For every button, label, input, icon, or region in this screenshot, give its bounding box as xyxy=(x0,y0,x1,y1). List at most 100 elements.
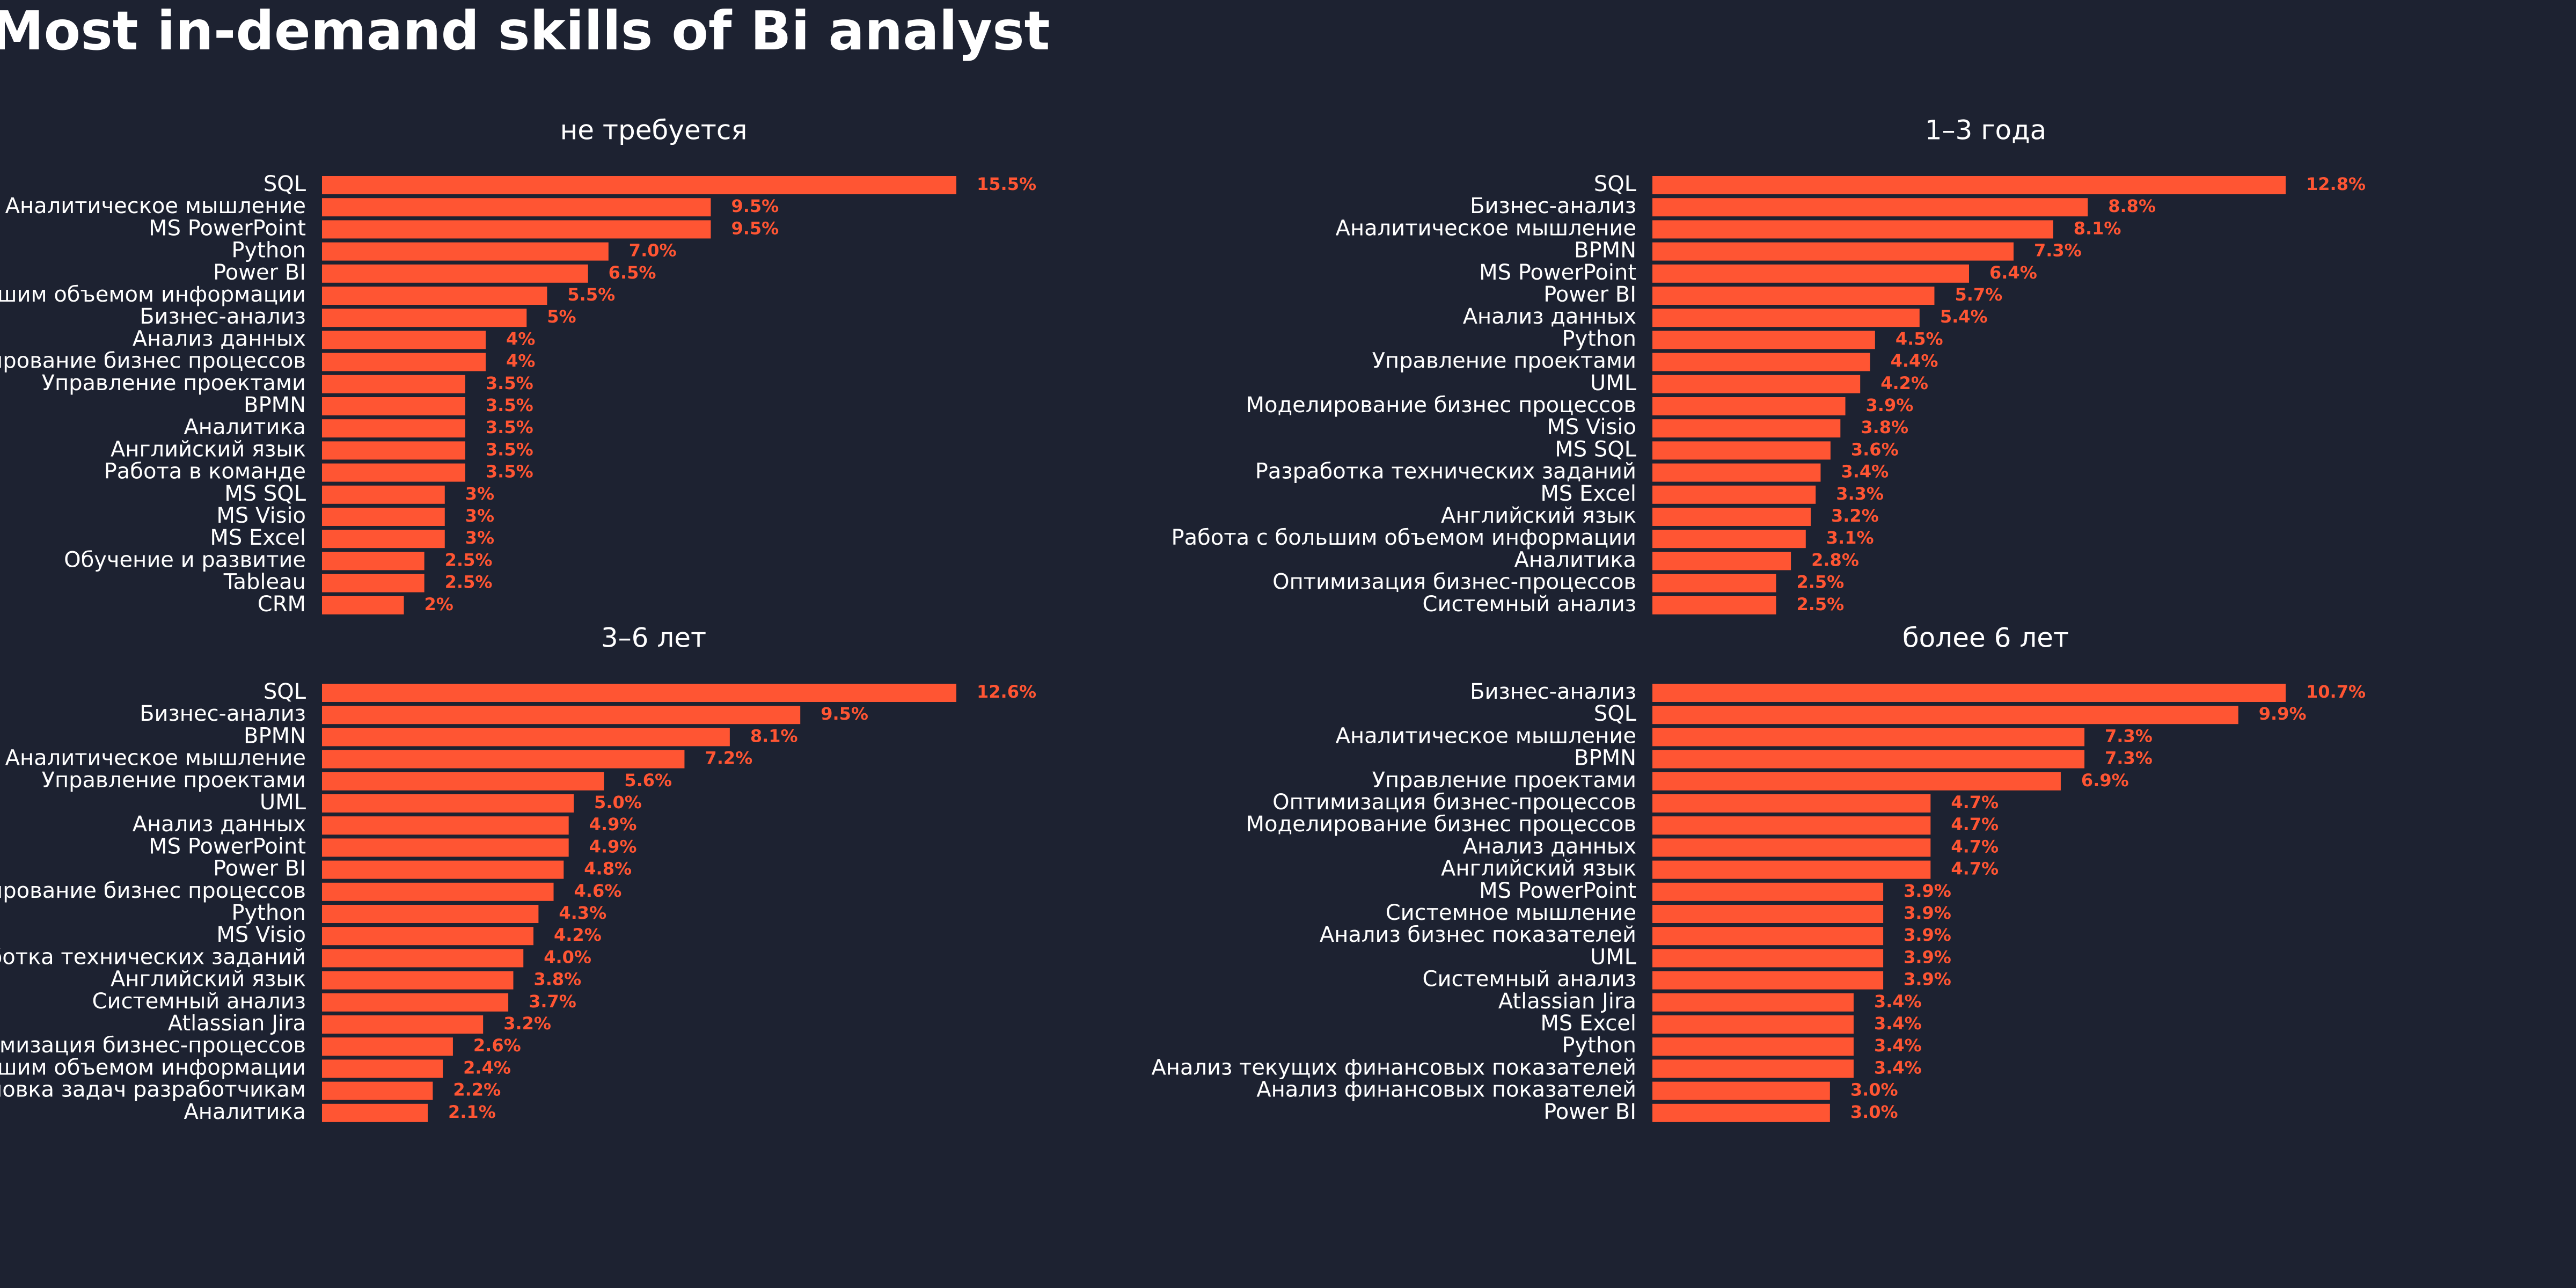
value-label: 4.8% xyxy=(584,859,632,879)
value-label: 4.3% xyxy=(559,903,606,923)
category-label: Управление проектами xyxy=(1372,349,1636,374)
category-label: MS SQL xyxy=(224,481,306,506)
value-label: 3.9% xyxy=(1866,395,1914,415)
chart-panel-3: 3–6 лет SQL 12.6% Бизнес-анализ 9.5% BPMN 8.1%… xyxy=(0,623,1036,1124)
value-label: 4.7% xyxy=(1951,792,1999,813)
value-label: 10.7% xyxy=(2306,682,2366,702)
bar xyxy=(1652,905,1884,923)
bar xyxy=(1652,552,1791,570)
bar xyxy=(1652,949,1884,968)
bar xyxy=(1652,882,1884,901)
bar xyxy=(1652,684,2286,702)
bar xyxy=(1652,927,1884,946)
category-label: Python xyxy=(231,238,306,263)
bar xyxy=(322,331,486,349)
bar xyxy=(322,397,465,415)
category-label: Анализ данных xyxy=(133,326,306,351)
bar xyxy=(1652,794,1931,813)
bar xyxy=(322,242,609,261)
value-label: 3.0% xyxy=(1850,1080,1898,1100)
bar xyxy=(322,485,445,504)
value-label: 3.4% xyxy=(1874,991,1922,1012)
value-label: 5.4% xyxy=(1940,306,1988,327)
category-label: MS Visio xyxy=(1547,415,1636,440)
bar xyxy=(322,905,539,923)
value-label: 3.9% xyxy=(1904,969,1951,990)
value-label: 12.8% xyxy=(2306,174,2366,194)
bar xyxy=(1652,375,1861,393)
category-label: MS Excel xyxy=(1540,1011,1636,1036)
bar xyxy=(1652,353,1870,371)
bar xyxy=(1652,728,2085,747)
value-label: 7.0% xyxy=(629,240,677,261)
bar xyxy=(1652,441,1831,460)
category-label: UML xyxy=(1590,945,1637,969)
bar xyxy=(322,860,564,879)
value-label: 3.9% xyxy=(1904,903,1951,923)
category-label: Постановка задач разработчикам xyxy=(0,1078,306,1102)
value-label: 8.1% xyxy=(750,726,798,746)
bar xyxy=(322,309,527,327)
bar xyxy=(322,1103,428,1122)
category-label: BPMN xyxy=(244,723,306,748)
value-label: 5.0% xyxy=(594,792,642,813)
value-label: 3.3% xyxy=(1836,484,1884,504)
bar xyxy=(322,971,514,990)
category-label: Аналитика xyxy=(1514,547,1636,572)
value-label: 4.7% xyxy=(1951,814,1999,835)
category-label: Оптимизация бизнес-процессов xyxy=(1272,570,1636,595)
category-label: Работа в команде xyxy=(104,459,306,484)
category-label: CRM xyxy=(258,592,306,617)
value-label: 3% xyxy=(465,528,494,548)
bar xyxy=(322,816,569,835)
value-label: 3.8% xyxy=(533,969,581,990)
category-label: SQL xyxy=(1594,172,1637,196)
value-label: 3.7% xyxy=(529,991,576,1012)
value-label: 5.7% xyxy=(1955,284,2002,305)
value-label: 4.9% xyxy=(589,814,637,835)
bar xyxy=(322,552,425,570)
bar xyxy=(1652,264,1969,283)
value-label: 7.3% xyxy=(2034,240,2082,261)
category-label: Управление проектами xyxy=(42,768,306,793)
value-label: 3.5% xyxy=(486,462,533,482)
bar xyxy=(322,220,711,239)
value-label: 2.4% xyxy=(463,1057,511,1078)
bar xyxy=(322,684,956,702)
category-label: Работа с большим объемом информации xyxy=(0,1055,306,1080)
bar xyxy=(322,375,465,393)
value-label: 3.4% xyxy=(1874,1035,1922,1056)
category-label: MS PowerPoint xyxy=(149,834,306,859)
value-label: 3.9% xyxy=(1904,925,1951,945)
value-label: 3.5% xyxy=(486,395,533,415)
category-label: Моделирование бизнес процессов xyxy=(0,879,306,903)
category-label: Моделирование бизнес процессов xyxy=(0,349,306,374)
category-label: Анализ текущих финансовых показателей xyxy=(1151,1055,1636,1080)
bar xyxy=(322,1059,443,1078)
bar xyxy=(322,772,604,791)
category-label: Бизнес-анализ xyxy=(1470,194,1636,218)
value-label: 4% xyxy=(506,328,535,349)
value-label: 4.9% xyxy=(589,836,637,857)
category-label: Аналитическое мышление xyxy=(5,746,306,771)
category-label: Управление проектами xyxy=(42,371,306,396)
value-label: 3.4% xyxy=(1874,1057,1922,1078)
bar xyxy=(322,728,730,747)
value-label: 3.4% xyxy=(1841,462,1889,482)
value-label: 4.7% xyxy=(1951,836,1999,857)
category-label: Бизнес-анализ xyxy=(1470,679,1636,704)
category-label: Управление проектами xyxy=(1372,768,1636,793)
value-label: 2.5% xyxy=(445,550,493,570)
value-label: 4.5% xyxy=(1896,328,1943,349)
bar xyxy=(322,596,404,614)
value-label: 2.5% xyxy=(445,572,493,592)
value-label: 2% xyxy=(425,594,453,614)
bar xyxy=(322,927,533,946)
value-label: 12.6% xyxy=(977,682,1036,702)
bar xyxy=(1652,574,1776,592)
bar xyxy=(322,463,465,482)
category-label: MS Excel xyxy=(210,525,306,550)
category-label: Tableau xyxy=(223,570,306,595)
bar xyxy=(1652,772,2061,791)
